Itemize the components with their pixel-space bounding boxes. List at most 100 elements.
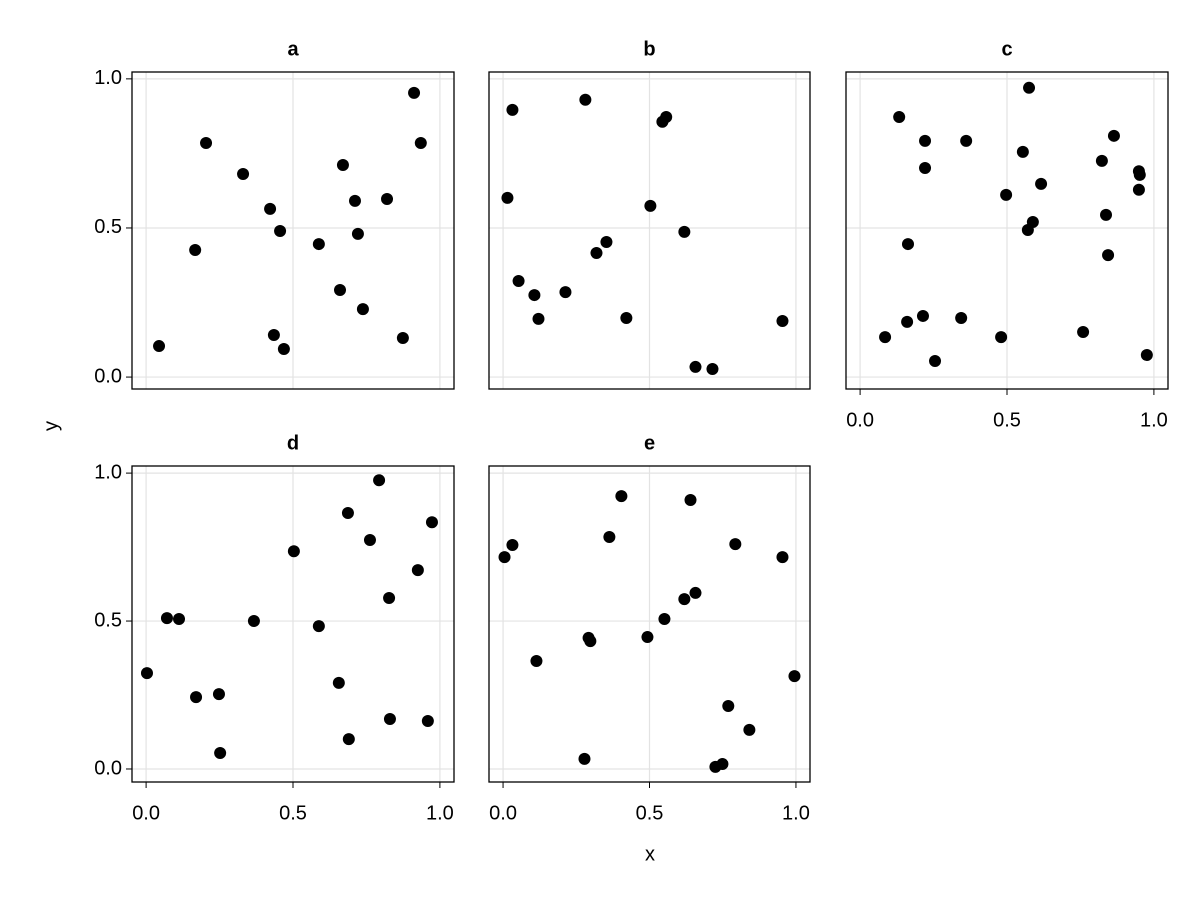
point xyxy=(383,712,396,725)
plot-frame xyxy=(488,71,811,390)
point xyxy=(351,227,364,240)
point xyxy=(776,551,789,564)
point xyxy=(1140,349,1153,362)
point xyxy=(1026,216,1039,229)
point xyxy=(312,620,325,633)
point xyxy=(901,315,914,328)
subplot-title: a xyxy=(287,38,299,60)
x-tick-label: 1.0 xyxy=(426,802,454,824)
point xyxy=(584,635,597,648)
y-tick-label: 0.0 xyxy=(94,757,122,779)
point xyxy=(189,244,202,257)
point xyxy=(684,494,697,507)
point xyxy=(287,545,300,558)
y-tick-label: 0.0 xyxy=(94,365,122,387)
point xyxy=(603,531,616,544)
point xyxy=(901,238,914,251)
point xyxy=(530,654,543,667)
point xyxy=(506,103,519,116)
point xyxy=(341,507,354,520)
plot-frame xyxy=(488,465,811,783)
point xyxy=(578,752,591,765)
point xyxy=(678,225,691,238)
point xyxy=(212,688,225,701)
point xyxy=(1100,208,1113,221)
point xyxy=(716,757,729,770)
point xyxy=(1132,183,1145,196)
y-tick-label: 0.5 xyxy=(94,609,122,631)
point xyxy=(396,332,409,345)
point xyxy=(373,474,386,487)
point xyxy=(644,199,657,212)
point xyxy=(776,315,789,328)
point xyxy=(356,303,369,316)
point xyxy=(332,676,345,689)
point xyxy=(348,194,361,207)
point xyxy=(879,331,892,344)
subplot: c 0.0 0.5 1.0 xyxy=(845,38,1169,431)
point xyxy=(312,238,325,251)
point xyxy=(498,551,511,564)
point xyxy=(334,283,347,296)
x-axis-label: x xyxy=(645,843,655,865)
point xyxy=(689,360,702,373)
plot-frame xyxy=(131,465,455,783)
x-tick-label: 0.5 xyxy=(993,409,1021,431)
x-tick-label: 0.0 xyxy=(846,409,874,431)
point xyxy=(689,586,702,599)
point xyxy=(247,615,260,628)
point xyxy=(342,733,355,746)
point xyxy=(425,516,438,529)
point xyxy=(660,111,673,124)
point xyxy=(528,289,541,302)
point xyxy=(929,354,942,367)
plot-frame xyxy=(131,71,455,390)
point xyxy=(722,699,735,712)
point xyxy=(408,86,421,99)
point xyxy=(743,723,756,736)
subplot-title: e xyxy=(644,432,655,454)
point xyxy=(190,691,203,704)
point xyxy=(1000,188,1013,201)
subplot: e 0.0 0.5 1.0 xyxy=(488,432,811,824)
point xyxy=(501,191,514,204)
point xyxy=(411,564,424,577)
point xyxy=(381,193,394,206)
point xyxy=(383,591,396,604)
x-tick-label: 0.5 xyxy=(279,802,307,824)
point xyxy=(173,612,186,625)
y-tick-label: 1.0 xyxy=(94,67,122,89)
subplot: a 0.0 0.5 1.0 xyxy=(94,38,455,390)
point xyxy=(960,134,973,147)
point xyxy=(620,312,633,325)
point xyxy=(1023,81,1036,94)
point xyxy=(264,202,277,215)
point xyxy=(277,343,290,356)
point xyxy=(559,286,572,299)
point xyxy=(200,136,213,149)
subplot-title: c xyxy=(1001,38,1012,60)
point xyxy=(140,667,153,680)
subplot: b xyxy=(488,38,811,390)
y-tick-label: 0.5 xyxy=(94,216,122,238)
y-axis-label: y xyxy=(40,421,62,431)
point xyxy=(214,747,227,760)
x-tick-label: 1.0 xyxy=(1140,409,1168,431)
x-tick-label: 0.0 xyxy=(489,802,517,824)
point xyxy=(1102,249,1115,262)
point xyxy=(532,312,545,325)
point xyxy=(916,309,929,322)
point xyxy=(1133,168,1146,181)
point xyxy=(678,593,691,606)
point xyxy=(414,136,427,149)
plot-frame xyxy=(845,71,1169,390)
point xyxy=(1095,154,1108,167)
point xyxy=(919,162,932,175)
point xyxy=(955,312,968,325)
point xyxy=(421,715,434,728)
point xyxy=(1107,129,1120,142)
point xyxy=(706,363,719,376)
point xyxy=(893,111,906,124)
point xyxy=(363,533,376,546)
